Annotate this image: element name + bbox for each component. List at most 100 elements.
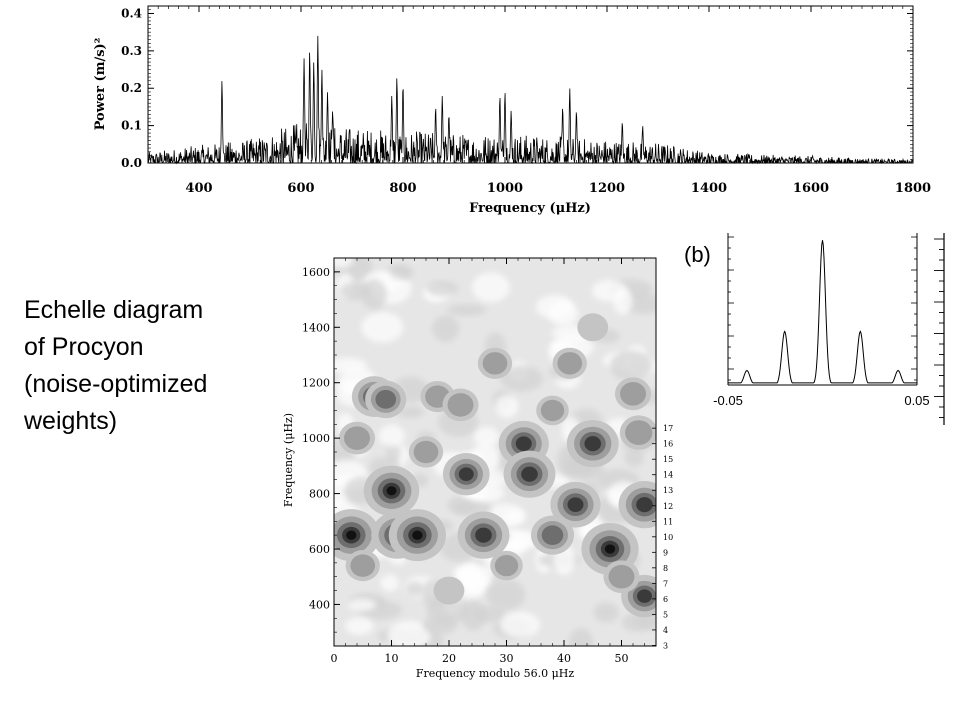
power-x-tick-label: 1600 xyxy=(793,181,829,196)
echelle-background-mottle xyxy=(535,294,574,319)
echelle-power-blob xyxy=(447,393,474,417)
echelle-background-mottle xyxy=(563,450,601,477)
echelle-y-tick-label: 800 xyxy=(309,488,330,501)
echelle-background-mottle xyxy=(432,315,460,343)
echelle-x-tick-label: 40 xyxy=(557,652,571,665)
echelle-background-mottle xyxy=(626,345,647,361)
echelle-order-label: 17 xyxy=(663,424,673,433)
echelle-power-blob xyxy=(425,385,450,408)
echelle-background-mottle xyxy=(334,474,369,487)
echelle-power-blob xyxy=(454,463,478,485)
echelle-background-mottle xyxy=(450,464,471,489)
power-x-tick-label: 1400 xyxy=(691,181,727,196)
echelle-background-mottle xyxy=(484,503,526,529)
echelle-background-mottle xyxy=(551,335,594,360)
inset-x-tick-label-1: -0.05 xyxy=(713,393,743,408)
inset-panel-label: (b) xyxy=(684,242,711,267)
echelle-power-blob xyxy=(477,347,513,379)
echelle-background-mottle xyxy=(334,487,348,508)
power-spectrum-line xyxy=(147,35,914,165)
echelle-power-blob xyxy=(384,523,411,547)
echelle-x-tick-label: 20 xyxy=(442,652,456,665)
echelle-background-mottle xyxy=(555,369,581,389)
echelle-background-mottle xyxy=(562,416,581,443)
echelle-background-mottle xyxy=(474,535,503,563)
echelle-background-mottle xyxy=(361,279,387,310)
echelle-power-blob xyxy=(603,560,640,594)
echelle-power-blob xyxy=(346,530,357,540)
echelle-background-mottle xyxy=(405,581,424,597)
echelle-y-tick-label: 600 xyxy=(309,543,330,556)
echelle-background-mottle xyxy=(635,606,656,630)
echelle-background-mottle xyxy=(421,578,448,609)
echelle-background-mottle xyxy=(624,446,644,467)
echelle-power-blob xyxy=(627,580,656,612)
echelle-background-mottle xyxy=(463,484,504,503)
echelle-background-mottle xyxy=(479,471,510,488)
echelle-background-mottle xyxy=(551,325,594,341)
caption-line-3: (noise-optimized xyxy=(24,370,208,398)
echelle-power-blob xyxy=(408,526,427,544)
echelle-power-blob xyxy=(490,550,523,581)
caption-line-4: weights) xyxy=(24,407,118,435)
echelle-order-label: 7 xyxy=(663,579,668,588)
caption-line-2: of Procyon xyxy=(24,333,144,361)
echelle-background-mottle xyxy=(426,280,459,297)
echelle-background-mottle xyxy=(422,615,458,635)
echelle-x-tick-label: 0 xyxy=(331,652,338,665)
echelle-power-blob xyxy=(595,536,625,562)
echelle-background-mottle xyxy=(380,574,399,592)
echelle-background-mottle xyxy=(504,510,523,523)
power-y-tick-label: 0.4 xyxy=(121,6,142,20)
echelle-background-mottle xyxy=(595,468,640,491)
echelle-power-blob xyxy=(589,530,631,568)
inset-line xyxy=(728,240,917,384)
echelle-order-label: 10 xyxy=(663,533,673,542)
echelle-background-mottle xyxy=(621,438,654,452)
echelle-background-mottle xyxy=(485,578,526,611)
echelle-background-mottle xyxy=(426,597,469,625)
echelle-background-mottle xyxy=(493,537,525,560)
echelle-power-blob xyxy=(511,432,537,456)
echelle-background-mottle xyxy=(424,285,447,303)
echelle-background-mottle xyxy=(548,339,577,365)
echelle-power-blob xyxy=(536,395,569,426)
echelle-power-blob xyxy=(581,523,639,575)
echelle-background-mottle xyxy=(580,480,601,501)
caption-line-1: Echelle diagram xyxy=(24,296,204,324)
echelle-power-blob xyxy=(336,522,366,549)
echelle-power-blob xyxy=(566,420,619,468)
echelle-background-mottle xyxy=(621,612,654,632)
power-spectrum-chart: 400 600 800 1000 1200 1400 1600 1800 0.0 0.1 0.2 0.… xyxy=(93,5,931,216)
echelle-y-axis-label: Frequency (μHz) xyxy=(282,413,295,507)
echelle-background-mottle xyxy=(334,258,373,282)
power-y-tick-label: 0.0 xyxy=(121,156,142,170)
echelle-y-tick-label: 1400 xyxy=(302,321,330,334)
echelle-background-mottle xyxy=(600,547,632,573)
inset-x-tick-label-2: 0.05 xyxy=(904,393,929,408)
echelle-power-blob xyxy=(388,509,446,562)
echelle-background-mottle xyxy=(339,282,370,301)
echelle-power-blob xyxy=(536,521,569,550)
echelle-background-mottle xyxy=(334,357,368,374)
echelle-power-blob xyxy=(408,436,444,468)
echelle-order-label: 16 xyxy=(663,440,673,449)
echelle-background-mottle xyxy=(603,352,635,369)
echelle-power-blob xyxy=(334,516,372,554)
echelle-background-mottle xyxy=(472,605,506,623)
echelle-background-mottle xyxy=(493,618,532,639)
echelle-background-mottle xyxy=(568,628,594,646)
echelle-background-mottle xyxy=(384,265,408,286)
echelle-background-mottle xyxy=(608,279,653,300)
echelle-power-blob xyxy=(464,518,503,553)
echelle-power-blob xyxy=(351,376,397,417)
echelle-power-blob xyxy=(363,386,386,407)
echelle-background-mottle xyxy=(607,481,641,508)
echelle-background-mottle xyxy=(453,567,482,599)
echelle-background-mottle xyxy=(383,440,401,465)
echelle-background-mottle xyxy=(368,456,401,479)
echelle-background-mottle xyxy=(531,473,570,488)
echelle-background-mottle xyxy=(566,459,605,481)
echelle-order-label: 6 xyxy=(663,595,668,604)
echelle-power-blob xyxy=(449,458,484,490)
